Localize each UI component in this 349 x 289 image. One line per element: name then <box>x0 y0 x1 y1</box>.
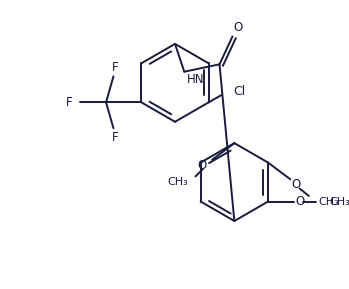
Text: F: F <box>66 96 73 109</box>
Text: CH₃: CH₃ <box>329 197 349 207</box>
Text: Cl: Cl <box>233 85 245 98</box>
Text: CH₃: CH₃ <box>167 177 188 187</box>
Text: F: F <box>112 131 119 144</box>
Text: O: O <box>233 21 243 34</box>
Text: O: O <box>291 178 300 191</box>
Text: O: O <box>295 195 304 208</box>
Text: CH₃: CH₃ <box>318 197 339 207</box>
Text: HN: HN <box>187 73 205 86</box>
Text: O: O <box>197 159 207 172</box>
Text: F: F <box>112 61 119 74</box>
